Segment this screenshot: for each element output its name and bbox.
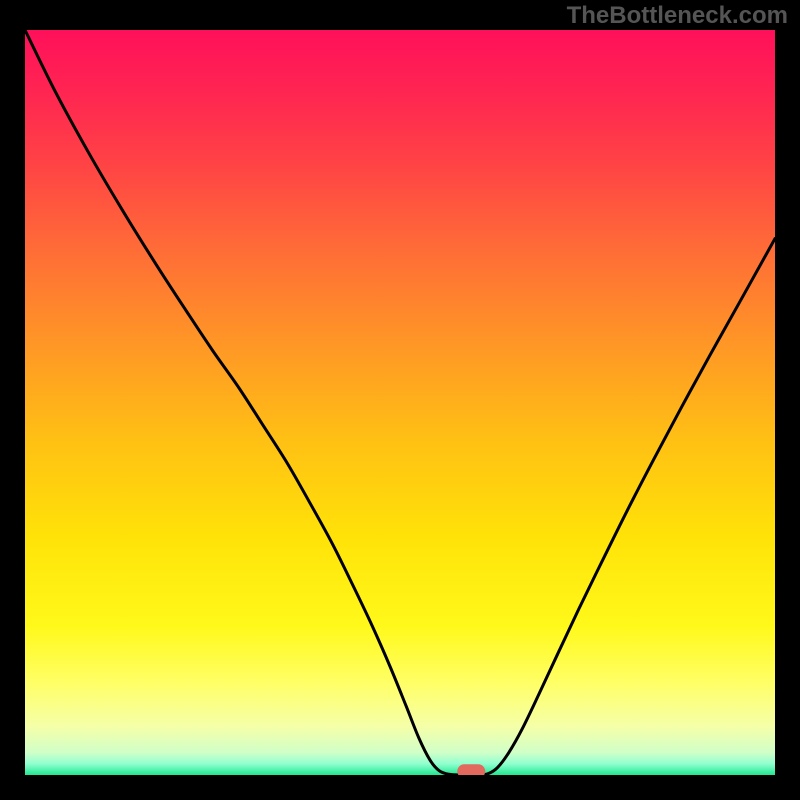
plot-area: [25, 30, 775, 775]
gradient-background: [25, 30, 775, 775]
chart-container: TheBottleneck.com: [0, 0, 800, 800]
plot-svg: [25, 30, 775, 775]
watermark-text: TheBottleneck.com: [567, 2, 788, 30]
valley-marker: [457, 764, 485, 775]
